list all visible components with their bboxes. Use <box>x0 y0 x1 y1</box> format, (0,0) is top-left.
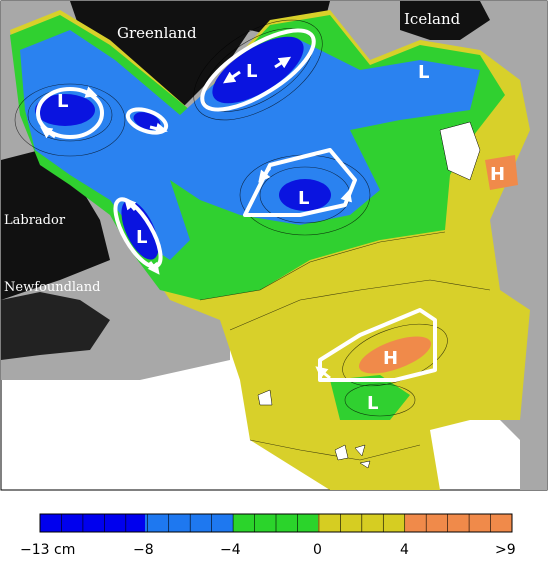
colorbar-seg-5 <box>405 514 512 532</box>
label-iceland: Iceland <box>404 10 461 28</box>
loop-central <box>243 148 357 217</box>
orange-high-south <box>358 336 432 374</box>
colorbar-seg-1 <box>40 514 145 532</box>
colorbar-seg-2 <box>145 514 233 532</box>
green-south <box>330 375 410 420</box>
islands <box>257 121 481 469</box>
label-low-central: L <box>298 188 309 209</box>
colorbar-seg-3 <box>233 514 318 532</box>
labrador-land <box>1 150 110 300</box>
deep-blue-labrador-west <box>35 94 95 126</box>
newfoundland-land <box>1 292 110 360</box>
deep-blue-greenland-sea <box>212 36 304 104</box>
label-greenland: Greenland <box>117 24 197 42</box>
colorbar: −13 cm −8 −4 0 4 >9 <box>20 513 516 558</box>
loop-high-south <box>318 308 437 382</box>
label-high-east: H <box>490 164 505 185</box>
colorbar-tick-2: −8 <box>133 542 154 558</box>
loop-labrador-west <box>36 87 104 139</box>
deep-blue-small <box>133 112 161 130</box>
label-newfoundland: Newfoundland <box>4 280 101 295</box>
colorbar-tick-4: 0 <box>313 542 322 558</box>
label-labrador: Labrador <box>4 213 66 228</box>
colorbar-tick-3: −4 <box>220 542 241 558</box>
colorbar-seg-4 <box>318 514 405 532</box>
loop-greenland-sea <box>200 28 316 112</box>
flow-arrows <box>40 56 353 380</box>
iceland-land <box>400 1 490 40</box>
contour-lines <box>14 19 491 461</box>
label-low-greenland-sea: L <box>246 61 257 82</box>
deep-blue-central <box>279 179 331 211</box>
circulation-loops <box>36 28 437 382</box>
colorbar-tick-5: 4 <box>400 542 409 558</box>
label-low-labrador-west: L <box>57 91 68 112</box>
label-low-south: L <box>367 393 378 414</box>
orange-east <box>485 155 518 190</box>
colorbar-tick-6: >9 <box>495 542 516 558</box>
colorbar-tick-1: −13 cm <box>20 542 75 558</box>
label-low-labrador-coast: L <box>136 227 147 248</box>
label-high-south: H <box>383 348 398 369</box>
deep-blue-labrador-coast <box>121 200 159 260</box>
label-low-iceland-basin: L <box>418 62 429 83</box>
